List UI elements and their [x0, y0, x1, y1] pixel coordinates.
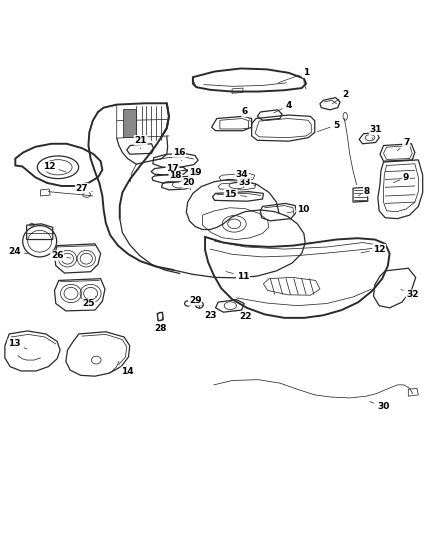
Text: 9: 9 [393, 173, 410, 183]
Text: 5: 5 [318, 120, 339, 132]
Text: 20: 20 [182, 179, 195, 190]
Text: 16: 16 [173, 148, 185, 161]
Text: 28: 28 [154, 320, 166, 333]
Text: 22: 22 [234, 311, 251, 321]
Text: 10: 10 [287, 205, 309, 214]
Text: 4: 4 [274, 101, 292, 113]
Text: 23: 23 [204, 308, 216, 320]
Text: 1: 1 [278, 68, 309, 83]
Text: 11: 11 [226, 272, 249, 280]
Text: 34: 34 [235, 169, 252, 179]
Text: 33: 33 [238, 177, 254, 187]
Polygon shape [123, 109, 136, 137]
Text: 12: 12 [43, 162, 66, 172]
Text: 31: 31 [369, 125, 382, 140]
Text: 12: 12 [361, 245, 385, 254]
Text: 15: 15 [225, 190, 247, 199]
Text: 18: 18 [169, 172, 182, 183]
Text: 30: 30 [370, 401, 390, 411]
Text: 21: 21 [134, 136, 147, 149]
Text: 25: 25 [82, 296, 96, 309]
Text: 14: 14 [119, 365, 134, 376]
Text: 24: 24 [8, 247, 28, 256]
Text: 27: 27 [76, 184, 92, 192]
Text: 2: 2 [332, 90, 348, 104]
Text: 13: 13 [8, 340, 27, 349]
Text: 32: 32 [401, 289, 419, 300]
Text: 8: 8 [359, 187, 370, 196]
Text: 26: 26 [51, 251, 71, 260]
Text: 19: 19 [187, 168, 201, 180]
Text: 17: 17 [166, 164, 179, 175]
Text: 6: 6 [242, 108, 250, 122]
Text: 29: 29 [189, 296, 201, 308]
Text: 7: 7 [397, 139, 410, 151]
